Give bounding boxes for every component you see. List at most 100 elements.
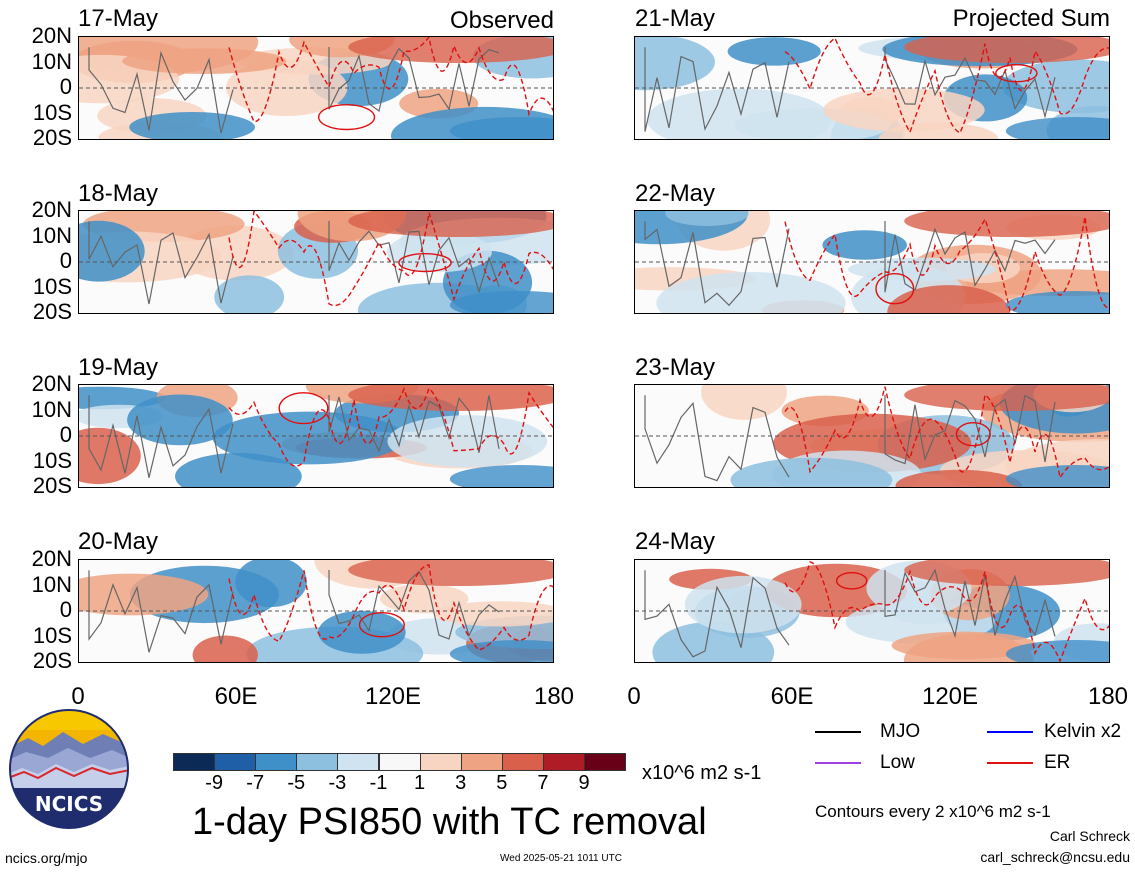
panel-date-24-may: 24-May (635, 528, 716, 555)
panel-date-18-may: 18-May (78, 180, 159, 207)
coastline-maritime-continent (328, 47, 500, 113)
lat-tick-label: 20N (31, 197, 72, 222)
lat-tick-label: 20S (32, 648, 72, 673)
lat-tick-label: 10S (32, 447, 72, 473)
colorbar-swatch (255, 753, 298, 771)
anomaly-shade (449, 465, 553, 487)
anomaly-shade (226, 59, 348, 116)
anomaly-shade (904, 211, 1109, 237)
colorbar-swatch (584, 753, 627, 771)
anomaly-shade (192, 635, 258, 662)
er-contour-positive (278, 392, 329, 425)
colorbar-swatch (173, 753, 216, 771)
er-contour-negative (228, 564, 553, 651)
lat-tick-label: 10S (32, 99, 72, 125)
lat-tick-label: 0 (59, 597, 72, 622)
anomaly-shade (1005, 291, 1109, 313)
anomaly-shade (348, 211, 553, 237)
lon-tick-left-0: 0 (71, 683, 85, 710)
lat-tick-label: 20N (31, 23, 72, 48)
map-panel-18-may (78, 210, 554, 314)
anomaly-shade (318, 610, 406, 654)
colorbar-swatch (378, 753, 421, 771)
panel-date-20-may: 20-May (78, 528, 159, 555)
er-contour-positive (318, 103, 376, 131)
coastline-maritime-continent (884, 221, 1056, 293)
lon-tick-right-120e: 120E (921, 683, 979, 710)
map-panel-23-may (634, 384, 1110, 488)
lon-tick-left-120e: 120E (364, 683, 422, 710)
anomaly-shade (79, 573, 209, 616)
anomaly-shade (449, 291, 553, 313)
colorbar-swatch (419, 753, 462, 771)
anomaly-shade (79, 220, 145, 282)
contour-note: Contours every 2 x10^6 m2 s-1 (815, 802, 1051, 821)
coastline-africa (644, 570, 790, 658)
panel-date-21-may: 21-May (635, 5, 716, 32)
coastline-maritime-continent (884, 47, 1056, 119)
anomaly-shade (665, 211, 749, 226)
author-email[interactable]: carl_schreck@ncsu.edu (980, 849, 1130, 865)
anomaly-shade (635, 37, 715, 91)
anomaly-shade (127, 394, 233, 446)
er-contour-negative (228, 386, 553, 467)
lon-tick-right-60e: 60E (770, 683, 814, 710)
anomaly-shade (823, 88, 985, 132)
coastline-maritime-continent (328, 395, 500, 453)
er-contour-positive (995, 64, 1038, 83)
coastline-maritime-continent (328, 221, 500, 294)
lat-tick-label: 20S (32, 125, 72, 150)
coastline-maritime-continent (884, 568, 1056, 639)
colorbar-swatch (542, 753, 585, 771)
timestamp: Wed 2025-05-21 1011 UTC (500, 853, 622, 864)
colorbar-tick-label: 7 (537, 772, 549, 794)
colorbar-swatch (460, 753, 503, 771)
anomaly-shade (1002, 59, 1109, 114)
coastline-africa (88, 221, 234, 305)
anomaly-shade (904, 385, 1109, 411)
coastline-africa (88, 570, 234, 653)
logo-text: NCICS (35, 792, 103, 816)
anomaly-shade (903, 633, 1034, 662)
map-panel-22-may (634, 210, 1110, 314)
lat-tick-label: 0 (59, 422, 72, 447)
legend-label-mjo: MJO (880, 721, 921, 742)
lon-tick-left-60e: 60E (214, 683, 258, 710)
colorbar-tick-label: -7 (246, 772, 265, 794)
figure-title: 1-day PSI850 with TC removal (192, 801, 707, 843)
anomaly-shade (214, 275, 285, 313)
coastline-africa (644, 221, 790, 307)
anomaly-shade (1005, 640, 1109, 662)
legend-swatch-mjo (815, 731, 861, 733)
er-contour-negative (228, 211, 553, 307)
colorbar-tick-label: 3 (455, 772, 467, 794)
coastline-africa (88, 395, 234, 478)
panel-date-22-may: 22-May (635, 180, 716, 207)
er-contour-positive (875, 272, 915, 305)
er-contour-negative (784, 561, 1109, 662)
projected-header: Projected Sum (952, 5, 1110, 32)
lat-tick-label: 20N (31, 546, 72, 571)
map-panel-20-may (78, 559, 554, 663)
map-panel-24-may (634, 559, 1110, 663)
er-contour-positive (358, 611, 405, 638)
anomaly-shade (701, 385, 787, 420)
legend-swatch-kelvin (987, 731, 1033, 733)
anomaly-shade (895, 469, 1022, 487)
colorbar-swatch (296, 753, 339, 771)
colorbar-tick-label: -3 (328, 772, 347, 794)
er-contour-negative (228, 37, 553, 123)
colorbar-swatch (214, 753, 257, 771)
lat-tick-label: 0 (59, 74, 72, 99)
legend-swatch-er (987, 762, 1033, 764)
legend-label-er: ER (1044, 752, 1071, 773)
lat-tick-label: 10S (32, 622, 72, 648)
site-link[interactable]: ncics.org/mjo (5, 850, 88, 866)
legend-label-kelvin: Kelvin x2 (1044, 721, 1122, 742)
observed-header: Observed (449, 7, 554, 34)
colorbar-swatch (337, 753, 380, 771)
lon-tick-right-180: 180 (1087, 683, 1129, 710)
lat-tick-label: 20S (32, 299, 72, 324)
panel-date-17-may: 17-May (78, 5, 159, 32)
coastline-africa (644, 395, 790, 482)
